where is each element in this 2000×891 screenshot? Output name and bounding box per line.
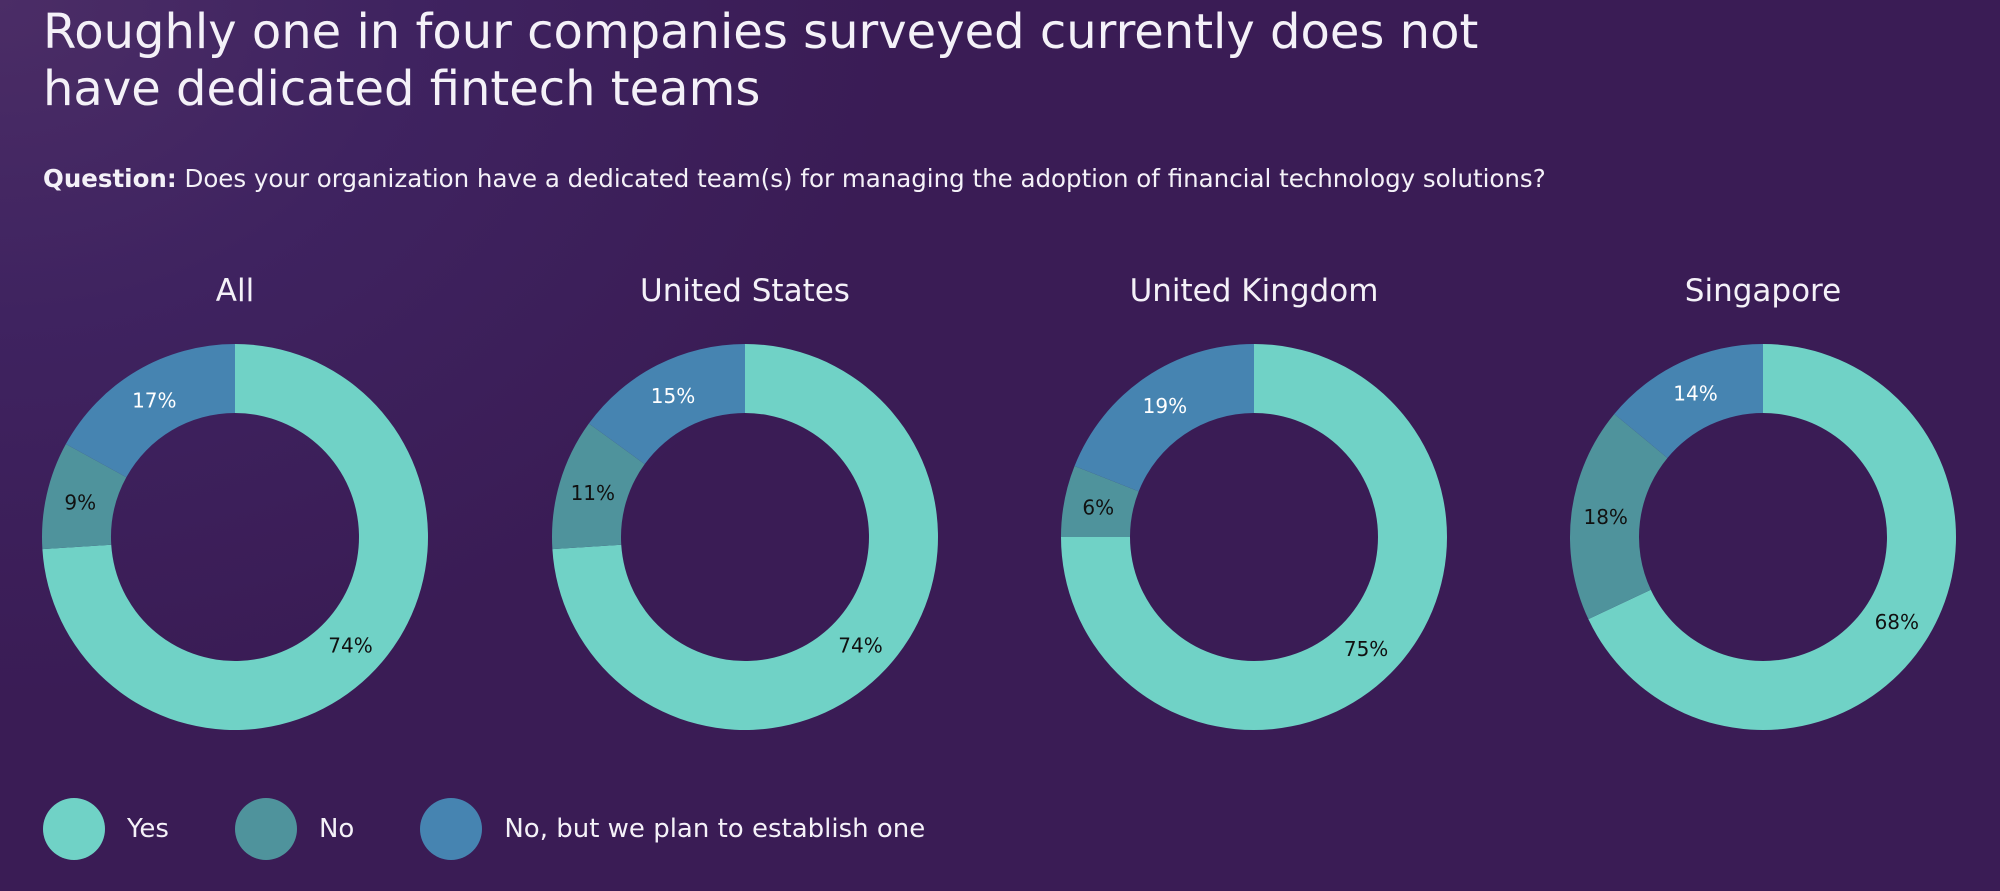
data-label-singapore-plan: 14% [1673, 382, 1717, 406]
survey-question: Question: Does your organization have a … [43, 163, 1943, 195]
data-label-singapore-yes: 68% [1875, 610, 1919, 634]
slice-united-kingdom-yes [1061, 344, 1447, 730]
legend-swatch-no [234, 798, 297, 860]
chart-title-all: All [216, 273, 254, 309]
data-label-united-kingdom-plan: 19% [1143, 394, 1187, 418]
slice-singapore-no [1570, 413, 1668, 620]
slice-united-states-no [552, 423, 645, 550]
data-label-all-plan: 17% [132, 389, 176, 413]
slice-singapore-plan [1614, 344, 1763, 458]
data-label-all-yes: 74% [328, 634, 372, 658]
slice-united-states-yes [552, 344, 938, 730]
legend: Yes No No, but we plan to establish one [43, 798, 991, 860]
legend-label-plan: No, but we plan to establish one [504, 814, 926, 844]
data-label-united-kingdom-yes: 75% [1344, 637, 1388, 661]
data-label-united-states-yes: 74% [838, 634, 882, 658]
legend-swatch-yes [43, 798, 105, 860]
slice-all-yes [42, 344, 429, 730]
legend-label-yes: Yes [127, 814, 169, 844]
data-label-united-states-no: 11% [571, 481, 615, 505]
slice-united-kingdom-no [1061, 465, 1139, 537]
chart-title-singapore: Singapore [1685, 273, 1841, 309]
slice-united-states-plan [588, 344, 745, 465]
data-label-united-kingdom-no: 6% [1082, 495, 1114, 519]
data-label-all-no: 9% [64, 490, 96, 514]
legend-item-no: No [234, 798, 355, 860]
slice-united-kingdom-plan [1074, 344, 1254, 492]
chart-title-united-states: United States [640, 273, 850, 309]
chart-title-united-kingdom: United Kingdom [1130, 273, 1379, 309]
legend-label-no: No [318, 814, 355, 844]
slice-singapore-yes [1588, 344, 1956, 731]
data-label-singapore-no: 18% [1583, 505, 1627, 529]
question-label: Question: [43, 164, 177, 193]
slice-all-plan [65, 344, 236, 478]
data-label-united-states-plan: 15% [651, 384, 695, 408]
slice-all-no [41, 444, 127, 550]
legend-item-plan: No, but we plan to establish one [420, 798, 925, 860]
legend-swatch-plan [420, 798, 483, 860]
page-title: Roughly one in four companies surveyed c… [43, 4, 1479, 117]
legend-item-yes: Yes [43, 798, 169, 860]
question-text: Does your organization have a dedicated … [184, 164, 1546, 193]
